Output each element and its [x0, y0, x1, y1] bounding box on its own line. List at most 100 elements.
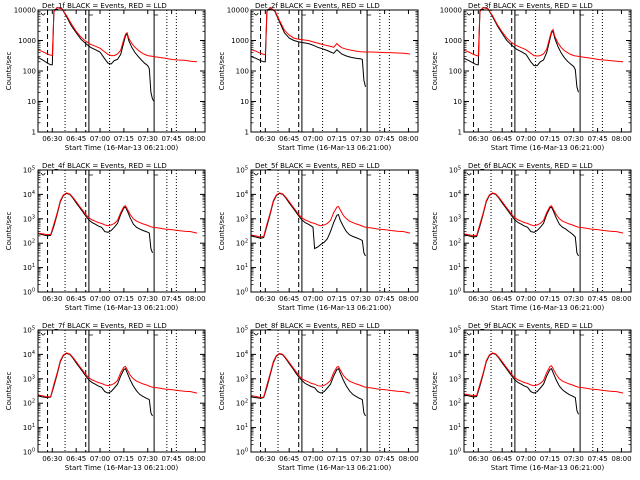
y-axis-label: Counts/sec: [431, 212, 439, 251]
y-tick-label: 1000: [444, 37, 462, 45]
plot-frame: [463, 9, 632, 133]
panel-2: Det_2f BLACK = Events, RED = LLD 06:30 06:…: [218, 2, 419, 152]
x-tick-label: 07:15: [327, 295, 347, 303]
x-tick-label: 07:30: [351, 455, 371, 463]
x-tick-label: 07:00: [90, 295, 110, 303]
y-tick-label: 103: [449, 214, 461, 223]
y-axis-label: Counts/sec: [218, 212, 226, 251]
x-tick-label: 07:15: [540, 295, 560, 303]
x-axis-label: Start Time (16-Mar-13 06:21:00): [491, 144, 605, 152]
panel-title: Det_6f BLACK = Events, RED = LLD: [468, 162, 593, 170]
y-tick-label: 100: [236, 68, 249, 76]
y-axis-label: Counts/sec: [5, 52, 13, 91]
x-tick-label: 07:30: [138, 455, 158, 463]
x-tick-label: 08:00: [611, 295, 631, 303]
x-tick-label: 08:00: [611, 135, 631, 143]
y-tick-label: 104: [23, 350, 35, 359]
panel-title: Det_2f BLACK = Events, RED = LLD: [255, 2, 380, 10]
x-tick-label: 07:45: [162, 135, 182, 143]
top-marker: [40, 332, 46, 336]
lld-series-line: [37, 192, 198, 236]
x-tick-label: 06:45: [279, 455, 299, 463]
y-tick-label: 105: [449, 166, 461, 175]
plot-frame: [37, 329, 206, 453]
y-tick-label: 105: [449, 326, 461, 335]
top-marker: [466, 12, 472, 16]
y-tick-label: 104: [23, 190, 35, 199]
top-marker: [514, 170, 519, 176]
top-marker: [366, 330, 372, 336]
panel-9: Det_9f BLACK = Events, RED = LLD 06:30 06:…: [431, 322, 632, 472]
y-tick-label: 100: [23, 288, 35, 297]
top-marker: [514, 10, 519, 16]
events-series-line: [250, 353, 366, 417]
top-marker: [253, 332, 259, 336]
x-tick-label: 07:30: [351, 135, 371, 143]
x-tick-label: 06:45: [279, 295, 299, 303]
top-marker: [579, 10, 585, 16]
lld-series-line: [250, 6, 411, 56]
events-series-line: [250, 6, 366, 88]
x-tick-label: 08:00: [611, 455, 631, 463]
panel-5: Det_5f BLACK = Events, RED = LLD 06:30 06:…: [218, 162, 419, 312]
panel-1: Det_1f BLACK = Events, RED = LLD 06:30 06:…: [5, 2, 206, 152]
y-tick-label: 101: [23, 263, 35, 272]
y-tick-label: 100: [23, 448, 35, 457]
x-tick-label: 07:30: [351, 295, 371, 303]
x-axis-label: Start Time (16-Mar-13 06:21:00): [278, 304, 392, 312]
x-tick-label: 07:30: [138, 295, 158, 303]
y-tick-label: 101: [236, 263, 248, 272]
plot-frame: [463, 329, 632, 453]
x-tick-label: 06:30: [255, 295, 275, 303]
lld-series-line: [463, 192, 624, 237]
y-tick-label: 100: [236, 448, 248, 457]
y-tick-label: 102: [236, 239, 248, 248]
x-tick-label: 08:00: [398, 135, 418, 143]
x-tick-label: 06:45: [492, 295, 512, 303]
top-marker: [466, 172, 472, 176]
x-tick-label: 06:45: [279, 135, 299, 143]
plot-frame: [250, 9, 419, 133]
top-marker: [88, 330, 93, 336]
plot-frame: [37, 169, 206, 293]
y-tick-label: 104: [449, 190, 461, 199]
top-marker: [466, 332, 472, 336]
plot-frame: [250, 329, 419, 453]
x-tick-label: 07:00: [303, 455, 323, 463]
x-tick-label: 07:30: [564, 135, 584, 143]
x-tick-label: 07:00: [303, 135, 323, 143]
y-tick-label: 10000: [440, 7, 462, 15]
y-tick-label: 10: [27, 98, 36, 106]
top-marker: [40, 172, 46, 176]
events-series-line: [463, 352, 579, 415]
x-tick-label: 07:15: [327, 135, 347, 143]
panel-title: Det_7f BLACK = Events, RED = LLD: [42, 322, 167, 330]
x-tick-label: 07:30: [564, 455, 584, 463]
y-tick-label: 100: [23, 68, 36, 76]
x-tick-label: 07:15: [114, 295, 134, 303]
y-tick-label: 101: [23, 423, 35, 432]
x-axis-label: Start Time (16-Mar-13 06:21:00): [65, 464, 179, 472]
top-marker: [514, 330, 519, 336]
x-tick-label: 07:45: [162, 295, 182, 303]
x-tick-label: 06:45: [66, 455, 86, 463]
x-tick-label: 06:45: [66, 295, 86, 303]
x-tick-label: 07:15: [327, 455, 347, 463]
lld-series-line: [463, 352, 624, 397]
x-tick-label: 07:15: [114, 455, 134, 463]
x-tick-label: 08:00: [398, 295, 418, 303]
x-tick-label: 06:30: [42, 295, 62, 303]
y-tick-label: 100: [449, 448, 461, 457]
plot-frame: [37, 9, 206, 133]
y-tick-label: 105: [23, 166, 35, 175]
panel-7: Det_7f BLACK = Events, RED = LLD 06:30 06:…: [5, 322, 206, 472]
panel-title: Det_9f BLACK = Events, RED = LLD: [468, 322, 593, 330]
events-series-line: [463, 7, 579, 93]
x-axis-label: Start Time (16-Mar-13 06:21:00): [278, 464, 392, 472]
y-axis-label: Counts/sec: [431, 52, 439, 91]
y-tick-label: 100: [449, 288, 461, 297]
events-series-line: [37, 352, 153, 417]
y-tick-label: 102: [236, 399, 248, 408]
y-tick-label: 102: [449, 399, 461, 408]
